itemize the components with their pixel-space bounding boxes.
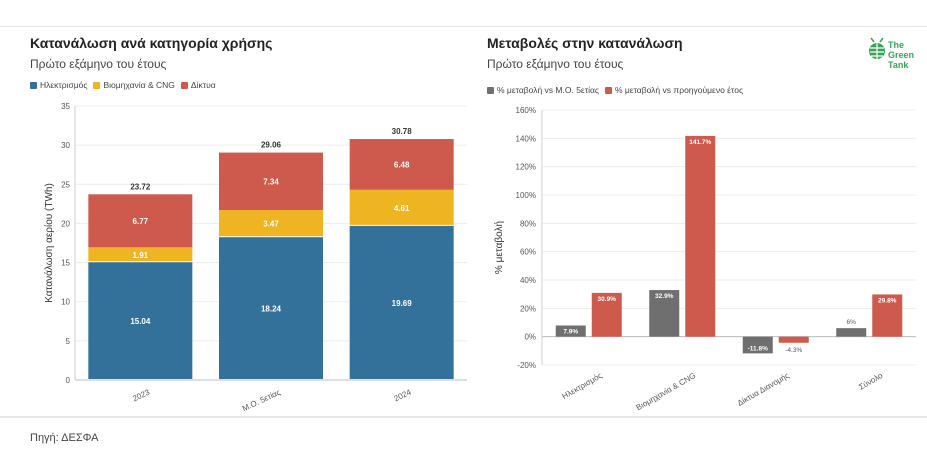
x-tick-label: 2023 (131, 387, 151, 403)
bottom-divider (0, 416, 927, 418)
bar (778, 336, 809, 343)
bar-value-label: 19.69 (392, 299, 413, 308)
y-tick-label: 60% (520, 248, 536, 257)
bar-value-label: 7.34 (263, 177, 279, 186)
bar (872, 294, 903, 337)
right-chart-subtitle: Πρώτο εξάμηνο του έτους (487, 57, 624, 71)
y-tick-label: 5 (66, 337, 71, 346)
y-tick-label: 25 (61, 180, 70, 189)
bar (591, 292, 622, 337)
y-tick-label: -20% (517, 361, 536, 370)
y-tick-label: 40% (520, 276, 536, 285)
bar-value-label: 141.7% (689, 139, 711, 146)
bar-value-label: -4.3% (785, 347, 802, 354)
bar-value-label: 4.61 (394, 204, 410, 213)
x-tick-label: Βιομηχανία & CNG (635, 371, 698, 412)
y-tick-label: 15 (61, 259, 70, 268)
legend-label-vs-prev: % μεταβολή vs προηγούμενο έτος (614, 85, 744, 95)
legend-swatch-vs-prev (604, 86, 612, 94)
bar-total-label: 29.06 (261, 141, 282, 150)
bar-segment (349, 225, 454, 379)
left-stacked-bar-chart: 0 5 10 15 20 25 30 35 Κατανάλωση αερίου (TWh) 15.… (43, 102, 467, 414)
y-tick-label: 120% (516, 163, 536, 172)
bar-segment (349, 189, 454, 225)
bar-segment (88, 194, 193, 248)
y-tick-label: 80% (520, 219, 536, 228)
y-tick-label: 160% (516, 106, 536, 115)
y-tick-label: 10 (61, 298, 70, 307)
y-tick-label: 0 (66, 376, 71, 385)
bar-value-label: 32.9% (655, 293, 674, 300)
bar-value-label: 30.9% (598, 296, 617, 303)
legend-label-vs-avg: % μεταβολή vs Μ.Ο. 5ετίας (497, 85, 599, 95)
y-tick-label: 20 (61, 219, 70, 228)
bar-total-label: 30.78 (392, 127, 413, 136)
legend-label-electricity: Ηλεκτρισμός (40, 80, 88, 90)
y-tick-label: 0% (524, 333, 536, 342)
bar-value-label: 7.9% (563, 328, 578, 335)
logo-graphic: The Green Tank (869, 37, 914, 70)
y-tick-label: 140% (516, 134, 536, 143)
bar-value-label: 15.04 (130, 317, 151, 326)
y-tick-label: 35 (61, 102, 70, 111)
legend-label-industry: Βιομηχανία & CNG (103, 80, 175, 90)
bar-segment (219, 237, 323, 379)
bar-value-label: 18.24 (261, 305, 282, 314)
right-change-bar-chart: -20% 0% 20% 40% 60% 80% 100% 120% 140% 160% % μετα… (493, 106, 916, 412)
legend-swatch-vs-avg (487, 86, 494, 94)
bar-value-label: 3.47 (263, 220, 279, 229)
source-note: Πηγή: ΔΕΣΦΑ (30, 432, 99, 444)
y-tick-label: 30 (61, 141, 70, 150)
bar (649, 290, 680, 337)
right-chart-title: Μεταβολές στην κατανάλωση (487, 35, 683, 51)
left-legend: Ηλεκτρισμός Βιομηχανία & CNG Δίκτυα (30, 80, 222, 90)
bar-segment (349, 139, 454, 190)
y-axis-title: Κατανάλωση αερίου (TWh) (43, 183, 55, 303)
legend-swatch-electricity (30, 81, 37, 89)
x-tick-label: Ηλεκτρισμός (561, 371, 604, 401)
bar-value-label: 6% (847, 319, 857, 326)
legend-swatch-industry (93, 81, 101, 89)
legend-swatch-networks (180, 81, 188, 89)
y-tick-label: 100% (516, 191, 536, 200)
bar-value-label: 1.91 (133, 251, 149, 260)
right-legend: % μεταβολή vs Μ.Ο. 5ετίας % μεταβολή vs … (487, 85, 749, 95)
y-tick-label: 20% (520, 304, 536, 313)
x-tick-label: Σύνολο (857, 371, 884, 392)
legend-label-networks: Δίκτυα (190, 80, 216, 90)
svg-text:Tank: Tank (888, 60, 909, 70)
bar-segment (219, 152, 323, 211)
bar-segment (88, 247, 193, 262)
svg-text:Green: Green (888, 50, 914, 60)
bar-total-label: 23.72 (130, 182, 151, 191)
bar-value-label: 29.8% (878, 297, 897, 304)
bar (742, 336, 773, 354)
bar-value-label: 6.77 (133, 217, 149, 226)
top-divider (0, 26, 927, 27)
x-tick-label: 2024 (393, 387, 413, 403)
left-chart-subtitle: Πρώτο εξάμηνο του έτους (30, 57, 167, 71)
bar-segment (88, 262, 193, 379)
green-tank-logo: The Green Tank (868, 36, 916, 72)
x-tick-label: Δίκτυα Διανομής (736, 371, 791, 408)
bar-value-label: 6.48 (394, 160, 410, 169)
y-axis-title: % μεταβολή (493, 221, 505, 274)
left-chart-title: Κατανάλωση ανά κατηγορία χρήσης (30, 35, 273, 51)
x-tick-label: Μ.Ο. 5ετίας (241, 388, 282, 414)
bar (685, 135, 716, 337)
svg-text:The: The (888, 40, 904, 50)
bar-value-label: -11.8% (748, 345, 768, 352)
bar (555, 325, 586, 337)
bar (836, 328, 867, 337)
bar-segment (219, 210, 323, 237)
